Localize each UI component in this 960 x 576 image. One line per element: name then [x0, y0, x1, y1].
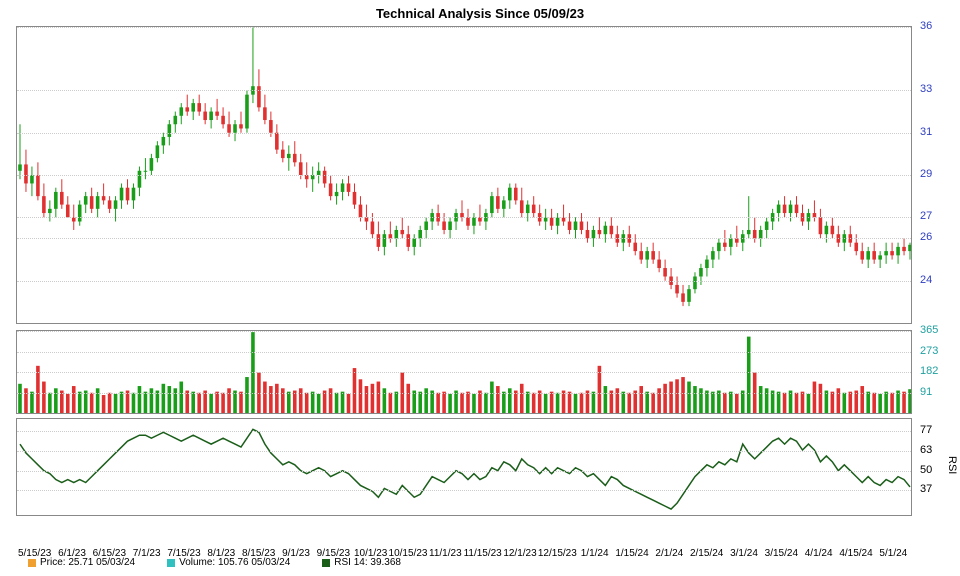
volume-panel — [16, 330, 912, 414]
price-panel — [16, 26, 912, 324]
price-yaxis: 36333129272624 — [916, 26, 960, 322]
legend-volume: Volume: 105.76 05/03/24 — [167, 557, 290, 568]
legend: Price: 25.71 05/03/24 Volume: 105.76 05/… — [28, 557, 401, 568]
rsi-axis-label: RSI — [946, 456, 958, 474]
chart-title: Technical Analysis Since 05/09/23 — [0, 0, 960, 27]
volume-yaxis: 36527318291 — [916, 330, 960, 412]
rsi-panel — [16, 418, 912, 516]
legend-rsi: RSI 14: 39.368 — [322, 557, 401, 568]
legend-price: Price: 25.71 05/03/24 — [28, 557, 135, 568]
